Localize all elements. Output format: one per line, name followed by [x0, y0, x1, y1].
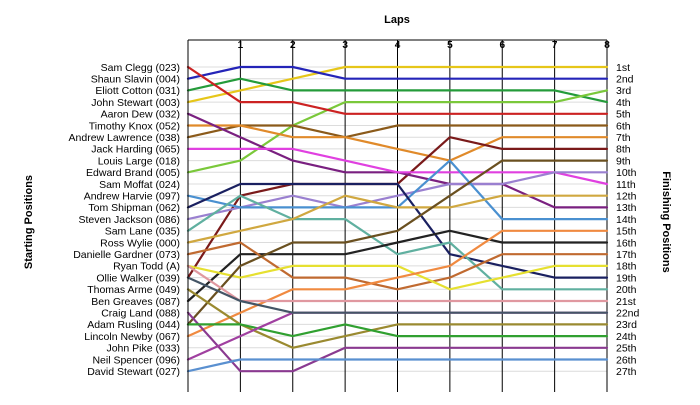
finishing-position-label: 17th	[616, 249, 637, 261]
finishing-position-label: 15th	[616, 226, 637, 238]
starting-position-label: Edward Brand (005)	[86, 167, 180, 179]
starting-position-label: Thomas Arme (049)	[87, 284, 180, 296]
x-tick-label: 4	[395, 40, 401, 51]
series-line-17	[186, 241, 609, 291]
finishing-position-label: 27th	[616, 366, 637, 378]
starting-position-label: Louis Large (018)	[98, 155, 180, 167]
finishing-position-label: 12th	[616, 191, 637, 203]
series-line-21	[186, 264, 609, 303]
finishing-position-label: 23rd	[616, 319, 637, 331]
starting-position-label: Ryan Todd (A)	[113, 261, 180, 273]
x-tick-label: 8	[604, 40, 610, 51]
starting-position-label: Steven Jackson (086)	[78, 214, 180, 226]
series-line-20	[186, 159, 609, 326]
starting-position-label: Sam Lane (035)	[105, 226, 180, 238]
finishing-position-label: 16th	[616, 237, 637, 249]
finishing-position-label: 14th	[616, 214, 637, 226]
finishing-position-label: 13th	[616, 202, 637, 214]
starting-position-label: Danielle Gardner (073)	[73, 249, 180, 261]
starting-position-label: John Stewart (003)	[91, 97, 180, 109]
finishing-position-label: 22nd	[616, 308, 640, 320]
starting-position-label: Adam Rusling (044)	[87, 319, 180, 331]
series-line-22	[186, 288, 609, 349]
starting-position-label: Jack Harding (065)	[91, 144, 180, 156]
finishing-position-label: 9th	[616, 155, 631, 167]
starting-position-label: Ben Greaves (087)	[91, 296, 180, 308]
starting-position-label: Andrew Lawrence (038)	[69, 132, 180, 144]
starting-position-label: David Stewart (027)	[87, 366, 180, 378]
series-line-15	[186, 194, 609, 244]
x-tick-label: 5	[447, 40, 453, 51]
left-axis-title: Starting Positions	[23, 175, 35, 269]
starting-position-label: Andrew Harvie (097)	[84, 191, 180, 203]
series-line-10	[186, 147, 609, 186]
starting-position-label: Craig Land (088)	[101, 308, 180, 320]
finishing-position-label: 8th	[616, 144, 631, 156]
starting-position-label: John Pike (033)	[106, 343, 180, 355]
series-line-5	[186, 65, 609, 115]
x-tick-labels: 1 2 3 4 5 6 7 8	[238, 40, 611, 51]
starting-position-label: Sam Clegg (023)	[101, 62, 180, 74]
starting-position-label: Sam Moffat (024)	[99, 179, 180, 191]
starting-position-label: Neil Spencer (096)	[92, 354, 180, 366]
finishing-position-label: 7th	[616, 132, 631, 144]
right-axis-title: Finishing Positions	[660, 171, 672, 272]
finishing-position-label: 20th	[616, 284, 637, 296]
starting-position-label: Eliott Cotton (031)	[95, 85, 180, 97]
starting-position-label: Shaun Slavin (004)	[91, 74, 180, 86]
starting-position-label: Ross Wylie (000)	[100, 237, 180, 249]
series-line-18	[186, 264, 609, 291]
finishing-position-label: 2nd	[616, 74, 634, 86]
starting-position-label: Ollie Walker (039)	[96, 272, 180, 284]
series-lines	[186, 65, 609, 373]
finishing-position-label: 6th	[616, 120, 631, 132]
x-tick-label: 6	[499, 40, 505, 51]
starting-position-label: Timothy Knox (052)	[89, 120, 180, 132]
series-line-13	[186, 182, 609, 279]
finishing-position-label: 21st	[616, 296, 636, 308]
series-line-1	[186, 65, 609, 104]
starting-position-label: Aaron Dew (032)	[101, 109, 180, 121]
axis-lines	[187, 39, 607, 392]
series-line-6	[186, 124, 609, 139]
finishing-position-label: 19th	[616, 272, 637, 284]
starting-position-labels: Sam Clegg (023)Shaun Slavin (004)Eliott …	[69, 62, 180, 378]
series-line-14	[186, 194, 609, 291]
x-tick-label: 3	[342, 40, 348, 51]
series-line-3	[186, 77, 609, 104]
finishing-position-label: 11th	[616, 179, 636, 191]
grid-lines	[188, 40, 608, 392]
finishing-position-label: 26th	[616, 354, 637, 366]
finishing-position-label: 10th	[616, 167, 637, 179]
x-axis-title: Laps	[384, 14, 410, 26]
series-line-23	[186, 311, 609, 373]
finishing-position-labels: 1st2nd3rd4th5th6th7th8th9th10th11th12th1…	[616, 62, 640, 378]
series-line-26	[186, 358, 609, 373]
finishing-position-label: 3rd	[616, 85, 631, 97]
starting-position-label: Lincoln Newby (067)	[84, 331, 180, 343]
series-line-7	[186, 124, 609, 162]
series-line-27	[186, 276, 609, 314]
finishing-position-label: 4th	[616, 97, 631, 109]
finishing-position-label: 1st	[616, 62, 630, 74]
finishing-position-label: 25th	[616, 343, 637, 355]
starting-position-label: Tom Shipman (062)	[88, 202, 180, 214]
series-line-2	[186, 65, 609, 80]
finishing-position-label: 5th	[616, 109, 631, 121]
finishing-position-label: 18th	[616, 261, 637, 273]
x-tick-label: 7	[552, 40, 558, 51]
finishing-position-label: 24th	[616, 331, 637, 343]
x-tick-label: 2	[290, 40, 296, 51]
x-tick-label: 1	[238, 40, 244, 51]
